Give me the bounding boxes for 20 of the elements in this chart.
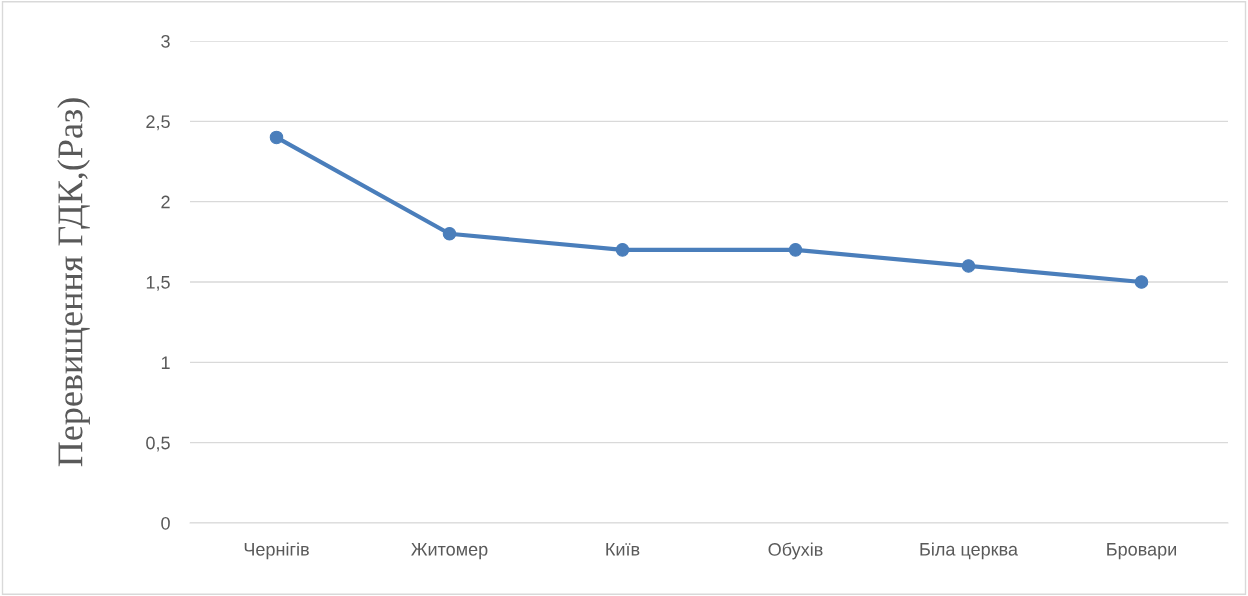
point bbox=[1134, 275, 1149, 289]
x-tick-label: Чернігів bbox=[244, 542, 309, 560]
x-tick-label: Обухів bbox=[768, 542, 823, 560]
y-tick-label: 3 bbox=[161, 34, 170, 48]
point bbox=[269, 130, 284, 145]
x-tick-label: Житомер bbox=[411, 543, 488, 560]
y-tick-label: 1 bbox=[161, 356, 170, 369]
point bbox=[615, 243, 630, 257]
point bbox=[788, 243, 803, 257]
y-tick-label: 1,5 bbox=[146, 276, 170, 291]
point bbox=[442, 227, 457, 241]
point bbox=[961, 259, 976, 273]
x-tick-label: Біла церква bbox=[920, 542, 1018, 560]
y-tick-label: 0 bbox=[161, 516, 170, 530]
y-tick-label: 0,5 bbox=[146, 436, 170, 452]
x-tick-label: Бровари bbox=[1107, 543, 1176, 560]
x-tick-label: Київ bbox=[606, 543, 640, 556]
y-axis-title: Перевищення ГДК,(Раз) bbox=[57, 98, 90, 467]
y-tick-label: 2 bbox=[161, 195, 170, 209]
y-tick-label: 2,5 bbox=[146, 115, 170, 131]
